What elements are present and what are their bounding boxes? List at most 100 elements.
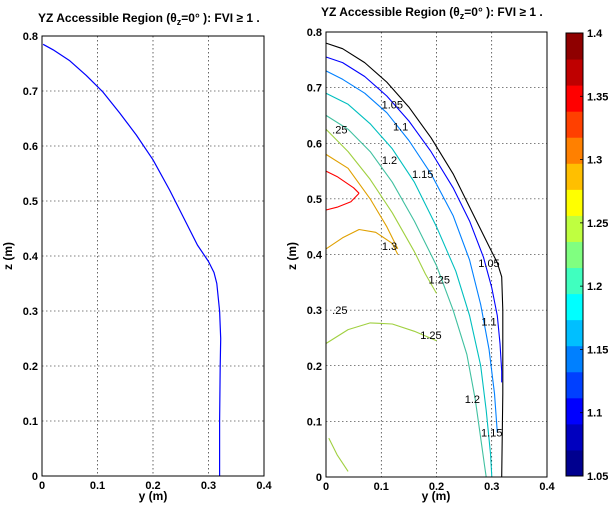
contour-label: 1.15 bbox=[412, 169, 433, 181]
colorbar-block bbox=[566, 189, 583, 216]
colorbar-tick-label: 1.05 bbox=[587, 471, 608, 483]
colorbar-block bbox=[566, 293, 583, 321]
left-plot-ticks: 0 0.1 0.2 0.3 0.4 0 0.1 0.2 0.3 0.4 0.5 0.6 0.7 0.8 bbox=[23, 31, 273, 492]
left-plot-frame bbox=[41, 35, 265, 477]
colorbar-block bbox=[566, 33, 583, 60]
right-plot-contour-labels: 1.05 1.1 1.2 1.15 .25 1.3 1.05 1.25 1.25 .25 1.1 1.… bbox=[332, 99, 502, 439]
contour-label: .25 bbox=[332, 124, 347, 136]
left-plot-ytick-label: 0.5 bbox=[23, 196, 38, 208]
colorbar-block bbox=[566, 397, 583, 425]
contour-line-1-3 bbox=[325, 153, 399, 250]
contour-label: 1.25 bbox=[420, 330, 441, 342]
colorbar-tick-label: 1.25 bbox=[587, 218, 608, 230]
contour-line-1-15 bbox=[325, 92, 493, 478]
right-plot-ytick-label: 0.4 bbox=[307, 250, 323, 262]
colorbar-tick-label: 1.15 bbox=[587, 344, 608, 356]
left-plot-ylabel: z (m) bbox=[1, 242, 15, 270]
contour-label: 1.05 bbox=[478, 258, 499, 270]
left-plot-xtick-label: 0 bbox=[39, 480, 45, 492]
contour-line-1-25 bbox=[328, 437, 349, 472]
contour-line-1-35 bbox=[325, 170, 360, 194]
colorbar-tick-label: 1.35 bbox=[587, 91, 608, 103]
contour-label: .25 bbox=[332, 305, 347, 317]
colorbar-block bbox=[566, 319, 583, 347]
right-plot-ytick-label: 0.5 bbox=[307, 194, 322, 206]
left-plot-ytick-label: 0.6 bbox=[23, 141, 38, 153]
contour-line-1-0 bbox=[325, 42, 504, 478]
right-plot-ytick-label: 0.6 bbox=[307, 138, 322, 150]
left-plot-grid bbox=[42, 36, 264, 476]
colorbar-block bbox=[566, 267, 583, 295]
right-plot-xtick-label: 0.2 bbox=[429, 481, 444, 493]
left-plot-ytick-label: 0 bbox=[32, 471, 38, 483]
left-plot-series bbox=[42, 43, 222, 476]
contour-line-1-25 bbox=[325, 322, 437, 344]
left-plot-title: YZ Accessible Region (θz=0° ): FVI ≥ 1 . bbox=[38, 11, 260, 27]
right-plot-grid bbox=[326, 32, 547, 477]
right-plot-ytick-label: 0.8 bbox=[307, 27, 322, 39]
contour-label: 1.3 bbox=[382, 241, 397, 253]
colorbar-block bbox=[566, 449, 583, 477]
contour-label: 1.1 bbox=[481, 316, 496, 328]
left-plot-xtick-label: 0.3 bbox=[201, 480, 216, 492]
contour-label: 1.2 bbox=[465, 394, 480, 406]
colorbar-block bbox=[566, 423, 583, 451]
contour-label: 1.2 bbox=[382, 155, 397, 167]
colorbar-ticks: 1.05 1.1 1.15 1.2 1.25 1.3 1.35 1.4 bbox=[580, 28, 608, 483]
colorbar-block bbox=[566, 241, 583, 269]
right-plot-title: YZ Accessible Region (θz=0° ): FVI ≥ 1 . bbox=[321, 5, 543, 21]
contour-line-1-3 bbox=[325, 228, 399, 255]
contour-line-1-05 bbox=[325, 56, 503, 383]
left-plot-ytick-label: 0.7 bbox=[23, 86, 38, 98]
colorbar-block bbox=[566, 163, 583, 190]
contour-line-1-2 bbox=[325, 114, 487, 478]
contour-label: 1.25 bbox=[429, 275, 450, 287]
right-plot-contours bbox=[325, 42, 504, 478]
right-plot-xtick-label: 0.3 bbox=[484, 481, 499, 493]
right-plot-ytick-label: 0.7 bbox=[307, 83, 322, 95]
right-plot-xtick-label: 0.4 bbox=[539, 481, 555, 493]
colorbar-block bbox=[566, 59, 583, 86]
left-plot-xtick-label: 0.2 bbox=[145, 480, 160, 492]
right-plot-frame bbox=[325, 31, 548, 478]
left-plot-ytick-label: 0.3 bbox=[23, 306, 38, 318]
left-plot-xtick-label: 0.1 bbox=[90, 480, 105, 492]
right-plot-ylabel: z (m) bbox=[285, 242, 299, 270]
contour-line-1-25 bbox=[325, 128, 437, 294]
colorbar-tick-label: 1.2 bbox=[587, 281, 602, 293]
contour-line-1-1 bbox=[325, 70, 498, 433]
left-plot-ytick-label: 0.1 bbox=[23, 416, 38, 428]
right-plot-xlabel: y (m) bbox=[422, 489, 451, 503]
colorbar-block bbox=[566, 215, 583, 242]
colorbar-block bbox=[566, 85, 583, 112]
contour-line-1-35 bbox=[325, 192, 360, 211]
right-plot-xtick-label: 0 bbox=[323, 481, 329, 493]
colorbar-block bbox=[566, 137, 583, 164]
colorbar-block bbox=[566, 111, 583, 138]
left-plot-ytick-label: 0.4 bbox=[23, 251, 39, 263]
right-plot-ytick-label: 0 bbox=[316, 472, 322, 484]
colorbar: 1.05 1.1 1.15 1.2 1.25 1.3 1.35 1.4 bbox=[565, 28, 608, 483]
contour-label: 1.1 bbox=[393, 122, 408, 134]
contour-label: 1.15 bbox=[481, 428, 502, 440]
right-plot-ticks: 0 0.1 0.2 0.3 0.4 0 0.1 0.2 0.3 0.4 0.5 0.6 0.7 0.8 bbox=[307, 27, 556, 493]
colorbar-frame bbox=[565, 32, 584, 477]
left-plot-ytick-label: 0.8 bbox=[23, 31, 38, 43]
right-plot-ytick-label: 0.3 bbox=[307, 305, 322, 317]
colorbar-block bbox=[566, 345, 583, 373]
left-plot-xtick-label: 0.4 bbox=[256, 480, 272, 492]
left-plot-xlabel: y (m) bbox=[139, 489, 168, 503]
right-plot-ytick-label: 0.2 bbox=[307, 361, 322, 373]
right-plot: YZ Accessible Region (θz=0° ): FVI ≥ 1 .… bbox=[285, 5, 556, 503]
colorbar-blocks bbox=[566, 33, 583, 477]
right-plot-ytick-label: 0.1 bbox=[307, 416, 322, 428]
colorbar-tick-label: 1.3 bbox=[587, 155, 602, 167]
left-plot: YZ Accessible Region (θz=0° ): FVI ≥ 1 .… bbox=[1, 11, 273, 503]
accessible-boundary-line bbox=[42, 43, 222, 476]
left-plot-ytick-label: 0.2 bbox=[23, 361, 38, 373]
colorbar-block bbox=[566, 371, 583, 399]
right-plot-xtick-label: 0.1 bbox=[374, 481, 389, 493]
colorbar-tick-label: 1.4 bbox=[587, 28, 603, 40]
colorbar-tick-label: 1.1 bbox=[587, 408, 602, 420]
